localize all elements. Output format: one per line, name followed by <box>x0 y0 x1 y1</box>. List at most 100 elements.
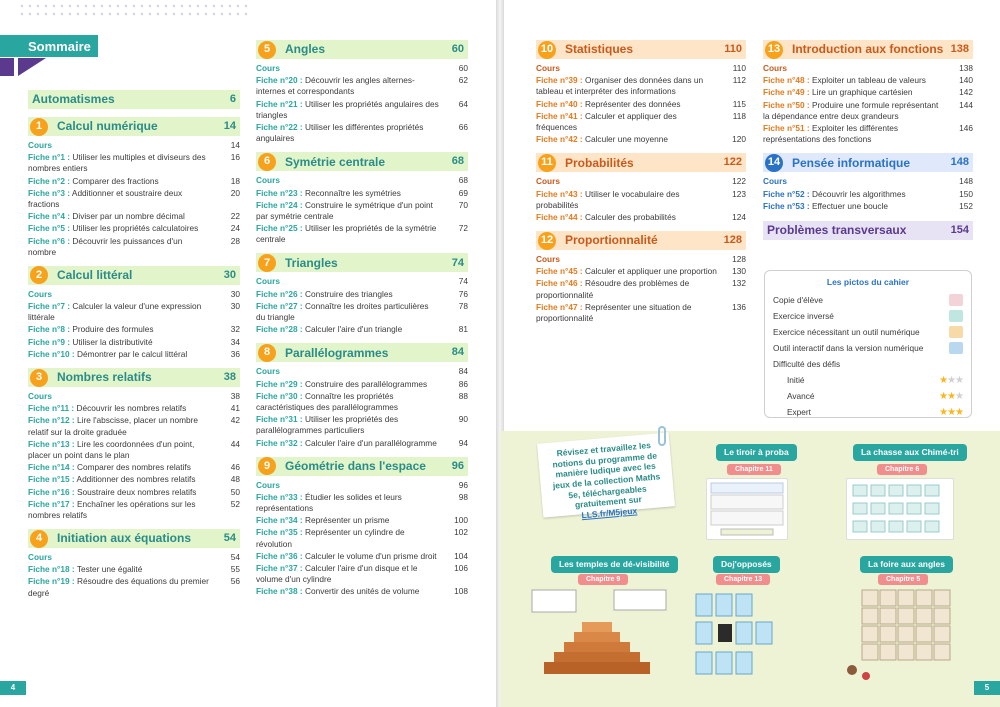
fiche-row[interactable]: Fiche n°41 : Calculer et appliquer des f… <box>536 111 746 133</box>
fiche-text: Utiliser les différentes propriétés angu… <box>256 121 424 144</box>
fiche-row[interactable]: Fiche n°31 : Utiliser les propriétés des… <box>256 414 468 436</box>
cours-row[interactable]: Cours 68 <box>256 175 468 186</box>
fiche-row[interactable]: Fiche n°50 : Produire une formule représ… <box>763 100 973 122</box>
cours-row[interactable]: Cours 128 <box>536 254 746 265</box>
fiche-row[interactable]: Fiche n°24 : Construire le symétrique d'… <box>256 200 468 222</box>
cours-page: 138 <box>959 63 973 73</box>
chapter-13-bar[interactable]: 13 Introduction aux fonctions 138 <box>763 40 973 59</box>
fiche-row[interactable]: Fiche n°46 : Résoudre des problèmes de p… <box>536 278 746 300</box>
fiche-row[interactable]: Fiche n°12 : Lire l'abscisse, placer un … <box>28 415 240 437</box>
legend-title: Les pictos du cahier <box>826 277 910 287</box>
game-thumbnail-foire[interactable] <box>842 584 962 684</box>
fiche-label: Fiche n°47 : <box>536 301 583 312</box>
fiche-row[interactable]: Fiche n°7 : Calculer la valeur d'une exp… <box>28 301 240 323</box>
fiche-row[interactable]: Fiche n°10 : Démontrer par le calcul lit… <box>28 349 240 360</box>
fiche-row[interactable]: Fiche n°35 : Représenter un cylindre de … <box>256 527 468 549</box>
chapter-11-bar[interactable]: 11 Probabilités 122 <box>536 153 746 173</box>
problemes-bar[interactable]: Problèmes transversaux 154 <box>763 220 973 240</box>
fiche-row[interactable]: Fiche n°29 : Construire des parallélogra… <box>256 379 468 390</box>
fiche-row[interactable]: Fiche n°1 : Utiliser les multiples et di… <box>28 152 240 174</box>
chapter-2-bar[interactable]: 2 Calcul littéral 30 <box>28 265 240 285</box>
fiche-row[interactable]: Fiche n°11 : Découvrir les nombres relat… <box>28 403 240 414</box>
fiche-row[interactable]: Fiche n°43 : Utiliser le vocabulaire des… <box>536 189 746 211</box>
game-thumbnail-chasse[interactable] <box>846 478 954 540</box>
cours-row[interactable]: Cours 54 <box>28 552 240 563</box>
fiche-row[interactable]: Fiche n°45 : Calculer et appliquer une p… <box>536 266 746 277</box>
game-title-foire[interactable]: La foire aux angles <box>860 556 953 574</box>
fiche-text: Découvrir les nombres relatifs <box>76 403 187 414</box>
fiche-row[interactable]: Fiche n°51 : Exploiter les différentes r… <box>763 123 973 145</box>
cours-row[interactable]: Cours 148 <box>763 176 973 187</box>
fiche-row[interactable]: Fiche n°16 : Soustraire deux nombres rel… <box>28 487 240 498</box>
fiche-row[interactable]: Fiche n°40 : Représenter des données 115 <box>536 99 746 110</box>
fiche-row[interactable]: Fiche n°42 : Calculer une moyenne 120 <box>536 134 746 145</box>
cours-row[interactable]: Cours 96 <box>256 480 468 491</box>
fiche-row[interactable]: Fiche n°36 : Calculer le volume d'un pri… <box>256 551 468 562</box>
game-title-temples[interactable]: Les temples de dé-visibilité <box>551 556 678 574</box>
fiche-row[interactable]: Fiche n°6 : Découvrir les puissances d'u… <box>28 236 240 258</box>
fiche-row[interactable]: Fiche n°21 : Utiliser les propriétés ang… <box>256 99 468 121</box>
chapter-10-bar[interactable]: 10 Statistiques 110 <box>536 40 746 59</box>
fiche-row[interactable]: Fiche n°38 : Convertir des unités de vol… <box>256 586 468 597</box>
fiche-row[interactable]: Fiche n°27 : Connaître les droites parti… <box>256 301 468 323</box>
fiche-row[interactable]: Fiche n°39 : Organiser des données dans … <box>536 75 746 97</box>
chapter-4-bar[interactable]: 4 Initiation aux équations 54 <box>28 529 240 549</box>
cours-row[interactable]: Cours 122 <box>536 176 746 187</box>
fiche-row[interactable]: Fiche n°18 : Tester une égalité 55 <box>28 564 240 575</box>
game-thumbnail-tiroir[interactable] <box>706 478 788 540</box>
fiche-row[interactable]: Fiche n°49 : Lire un graphique cartésien… <box>763 87 973 98</box>
cours-row[interactable]: Cours 138 <box>763 63 973 74</box>
chapter-number: 3 <box>30 368 48 387</box>
fiche-row[interactable]: Fiche n°9 : Utiliser la distributivité 34 <box>28 337 240 348</box>
chapter-7-bar[interactable]: 7 Triangles 74 <box>256 253 468 273</box>
fiche-row[interactable]: Fiche n°34 : Représenter un prisme 100 <box>256 515 468 526</box>
cours-row[interactable]: Cours 38 <box>28 391 240 402</box>
cours-row[interactable]: Cours 84 <box>256 366 468 377</box>
cours-row[interactable]: Cours 110 <box>536 63 746 74</box>
chapter-12-bar[interactable]: 12 Proportionnalité 128 <box>536 231 746 251</box>
fiche-row[interactable]: Fiche n°30 : Connaître les propriétés ca… <box>256 391 468 413</box>
game-thumbnail-temples[interactable] <box>530 588 670 676</box>
fiche-row[interactable]: Fiche n°47 : Représenter une situation d… <box>536 302 746 324</box>
chapter-14-bar[interactable]: 14 Pensée informatique 148 <box>763 153 973 173</box>
fiche-row[interactable]: Fiche n°32 : Calculer l'aire d'un parall… <box>256 438 468 449</box>
automatismes-bar[interactable]: Automatismes 6 <box>28 90 240 109</box>
fiche-row[interactable]: Fiche n°4 : Diviser par un nombre décima… <box>28 211 240 222</box>
chapter-6-bar[interactable]: 6 Symétrie centrale 68 <box>256 152 468 172</box>
cours-row[interactable]: Cours 30 <box>28 289 240 300</box>
fiche-row[interactable]: Fiche n°13 : Lire les coordonnées d'un p… <box>28 439 240 461</box>
chapter-9-bar[interactable]: 9 Géométrie dans l'espace 96 <box>256 456 468 476</box>
cours-row[interactable]: Cours 74 <box>256 276 468 287</box>
game-title-chasse[interactable]: La chasse aux Chimé-tri <box>853 444 967 462</box>
fiche-row[interactable]: Fiche n°5 : Utiliser les propriétés calc… <box>28 223 240 234</box>
fiche-row[interactable]: Fiche n°44 : Calculer des probabilités 12… <box>536 212 746 223</box>
chapter-3-bar[interactable]: 3 Nombres relatifs 38 <box>28 368 240 387</box>
cours-row[interactable]: Cours 60 <box>256 63 468 74</box>
fiche-row[interactable]: Fiche n°52 : Découvrir les algorithmes 15… <box>763 189 973 200</box>
game-title-tiroir[interactable]: Le tiroir à proba <box>716 444 797 462</box>
fiche-row[interactable]: Fiche n°17 : Enchaîner les opérations su… <box>28 499 240 521</box>
fiche-row[interactable]: Fiche n°53 : Effectuer une boucle 152 <box>763 201 973 212</box>
game-title-doj[interactable]: Doj'opposés <box>713 556 780 574</box>
fiche-row[interactable]: Fiche n°15 : Additionner des nombres rel… <box>28 474 240 485</box>
fiche-row[interactable]: Fiche n°23 : Reconnaître les symétries 69 <box>256 188 468 199</box>
fiche-row[interactable]: Fiche n°19 : Résoudre des équations du p… <box>28 576 240 598</box>
fiche-row[interactable]: Fiche n°28 : Calculer l'aire d'un triang… <box>256 324 468 335</box>
chapter-1-bar[interactable]: 1 Calcul numérique 14 <box>28 117 240 136</box>
fiche-row[interactable]: Fiche n°37 : Calculer l'aire d'un disque… <box>256 563 468 585</box>
fiche-row[interactable]: Fiche n°25 : Utiliser les propriétés de … <box>256 223 468 245</box>
fiche-row[interactable]: Fiche n°20 : Découvrir les angles altern… <box>256 75 468 97</box>
fiche-row[interactable]: Fiche n°2 : Comparer des fractions 18 <box>28 176 240 187</box>
chapter-8-bar[interactable]: 8 Parallélogrammes 84 <box>256 343 468 363</box>
fiche-row[interactable]: Fiche n°14 : Comparer des nombres relati… <box>28 462 240 473</box>
fiche-row[interactable]: Fiche n°22 : Utiliser les différentes pr… <box>256 122 468 144</box>
fiche-row[interactable]: Fiche n°8 : Produire des formules 32 <box>28 324 240 335</box>
chapter-5-bar[interactable]: 5 Angles 60 <box>256 40 468 59</box>
fiche-row[interactable]: Fiche n°48 : Exploiter un tableau de val… <box>763 75 973 86</box>
fiche-row[interactable]: Fiche n°33 : Étudier les solides et leur… <box>256 492 468 514</box>
fiche-page: 32 <box>230 324 240 335</box>
game-thumbnail-doj[interactable] <box>694 590 776 680</box>
cours-row[interactable]: Cours 14 <box>28 140 240 151</box>
fiche-row[interactable]: Fiche n°26 : Construire des triangles 76 <box>256 289 468 300</box>
fiche-row[interactable]: Fiche n°3 : Additionner et soustraire de… <box>28 188 240 210</box>
